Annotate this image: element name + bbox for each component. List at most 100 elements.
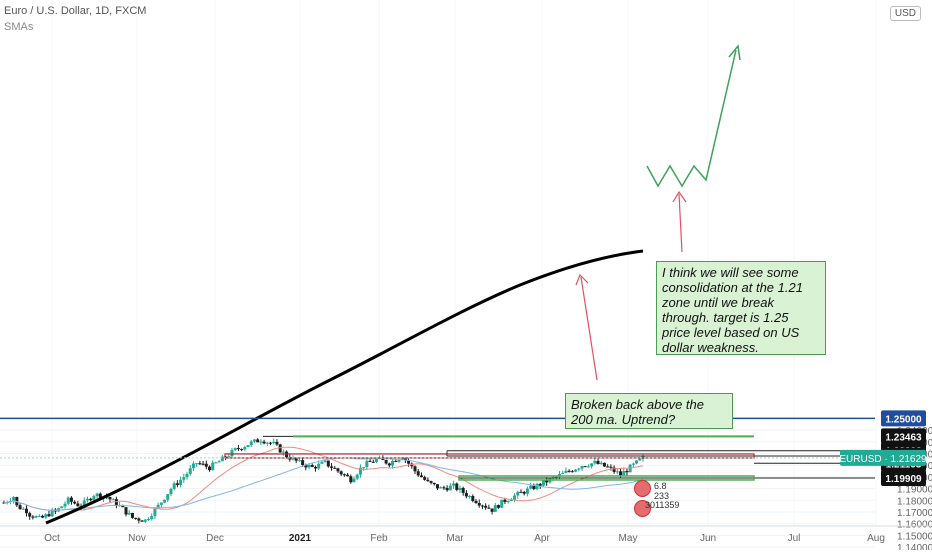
projection-arrowhead — [728, 44, 741, 61]
candle-body — [387, 463, 391, 466]
candle-body — [214, 462, 218, 464]
candle-body — [619, 471, 623, 476]
candle-body — [179, 479, 183, 485]
candle-body — [529, 485, 533, 489]
x-tick-label: Jun — [700, 533, 716, 544]
candle-body — [342, 474, 346, 476]
candle-body — [146, 518, 150, 520]
candle-body — [37, 515, 41, 517]
candle-body — [265, 442, 269, 444]
candle-body — [497, 505, 501, 508]
currency-button[interactable]: USD — [889, 6, 921, 21]
candle-body — [599, 462, 603, 465]
candle-body — [461, 487, 465, 493]
candle-body — [275, 441, 279, 445]
candle-body — [635, 460, 639, 464]
candle-body — [24, 508, 28, 514]
candle-body — [500, 499, 504, 508]
candle-body — [175, 483, 179, 485]
candle-body — [394, 460, 398, 462]
indicator-label: SMAs — [4, 21, 34, 33]
candle-body — [217, 461, 221, 463]
candle-body — [63, 503, 67, 507]
candle-body — [458, 487, 462, 490]
y-tick-label: 1.15000 — [897, 531, 932, 542]
level-label: 1.23463 — [885, 432, 922, 443]
candle-body — [166, 494, 170, 500]
candle-body — [541, 480, 545, 486]
candle-body — [236, 448, 240, 450]
candle-body — [477, 502, 481, 506]
candle-body — [140, 520, 144, 522]
candle-body — [130, 512, 134, 518]
candle-body — [503, 499, 507, 502]
candle-body — [2, 502, 6, 504]
candle-body — [150, 516, 154, 519]
candle-body — [230, 449, 234, 457]
candle-body — [66, 497, 70, 504]
candle-body — [307, 464, 311, 468]
candle-body — [256, 439, 260, 443]
candle-body — [352, 478, 356, 483]
candle-body — [188, 468, 192, 474]
level-label: 1.25000 — [885, 414, 922, 425]
candle-body — [262, 441, 266, 444]
candle-body — [320, 461, 324, 464]
candle-body — [252, 439, 256, 442]
event-marker-1[interactable]: 6.8 233 — [634, 480, 674, 501]
candle-body — [34, 516, 38, 518]
candle-body — [124, 507, 128, 515]
candle-body — [137, 518, 141, 521]
resistance-zone — [293, 435, 754, 438]
candle-body — [323, 460, 327, 462]
support-zone — [458, 475, 755, 481]
candle-body — [368, 460, 372, 462]
candle-body — [291, 457, 295, 460]
candle-body — [432, 482, 436, 485]
symbol-title: Euro / U.S. Dollar, 1D, FXCM — [4, 5, 147, 17]
candle-body — [513, 495, 517, 500]
candle-body — [172, 483, 176, 489]
candle-body — [31, 516, 35, 518]
candle-body — [294, 457, 298, 461]
x-tick-label: Mar — [446, 533, 464, 544]
candle-body — [586, 466, 590, 468]
candle-body — [114, 499, 118, 506]
candle-body — [522, 492, 526, 494]
candle-body — [371, 461, 375, 463]
candle-body — [535, 483, 539, 490]
candle-body — [519, 491, 523, 493]
candle-body — [609, 466, 613, 468]
candle-body — [554, 476, 558, 478]
event-marker-2[interactable]: 3011359 — [634, 500, 679, 522]
candle-body — [602, 462, 606, 467]
candle-body — [545, 480, 549, 483]
candle-body — [429, 481, 433, 483]
candle-body — [204, 463, 208, 467]
candle-body — [590, 463, 594, 467]
level-label: 1.19909 — [885, 474, 922, 485]
candle-body — [532, 485, 536, 490]
candle-body — [89, 498, 93, 501]
candle-body — [471, 495, 475, 501]
candle-body — [452, 483, 456, 486]
candle-body — [525, 488, 529, 494]
candle-body — [567, 470, 571, 472]
price-badge-bg — [840, 449, 926, 466]
candle-body — [73, 501, 77, 504]
candle-body — [60, 506, 64, 509]
x-tick-label: Dec — [206, 533, 224, 544]
candle-body — [198, 463, 202, 465]
candle-body — [403, 458, 407, 461]
candle-body — [355, 474, 359, 479]
candle-body — [349, 476, 353, 483]
candle-body — [570, 471, 574, 473]
candle-body — [153, 508, 157, 517]
candle-body — [281, 451, 285, 453]
candle-body — [47, 514, 51, 517]
candle-body — [474, 500, 478, 503]
candle-body — [304, 464, 308, 468]
flag-icon — [634, 480, 651, 497]
candle-body — [564, 470, 568, 473]
candle-body — [156, 504, 160, 509]
